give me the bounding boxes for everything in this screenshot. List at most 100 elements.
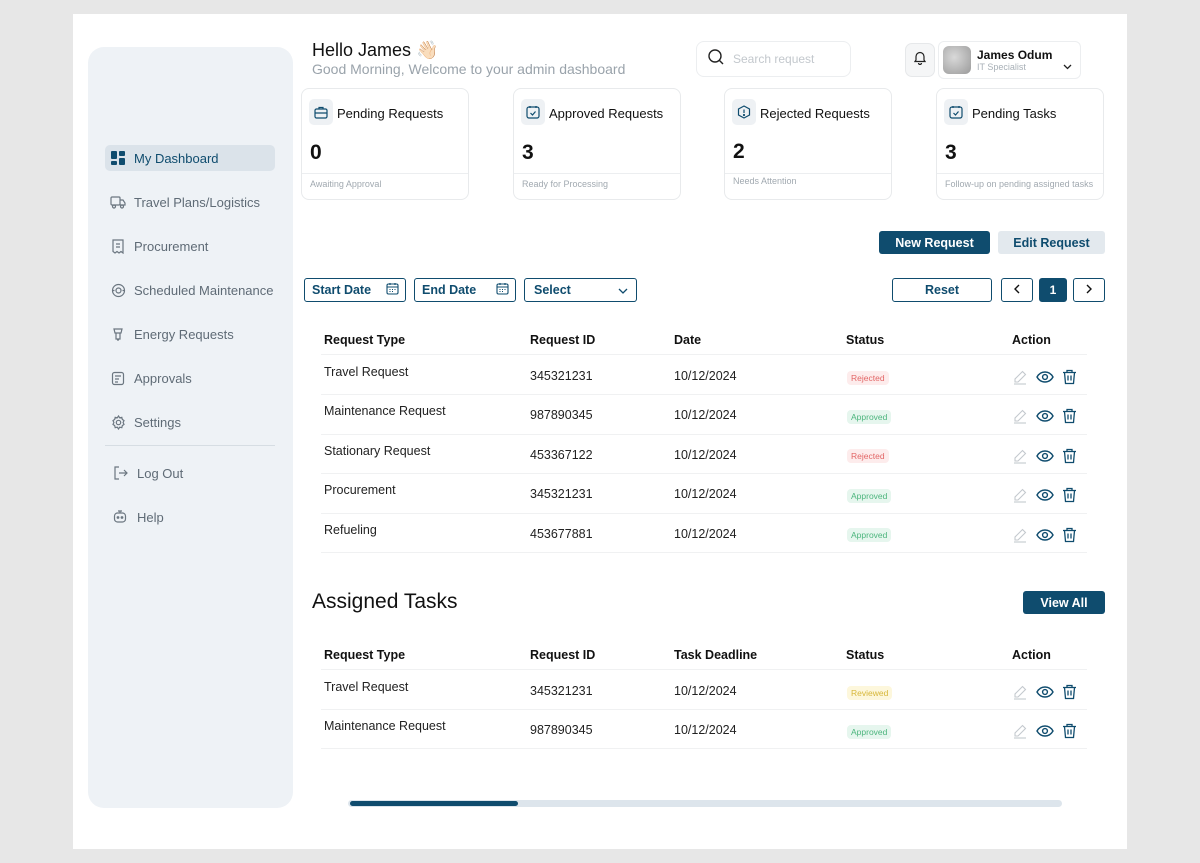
table-row: Travel Request 345321231 10/12/2024 Revi… <box>321 671 1087 710</box>
edit-request-button[interactable]: Edit Request <box>998 231 1105 254</box>
rejected-requests-card: Rejected Requests 2 Needs Attention <box>724 88 892 200</box>
card-note: Follow-up on pending assigned tasks <box>945 179 1094 189</box>
delete-icon[interactable] <box>1062 527 1077 543</box>
sidebar-item-scheduled-maintenance[interactable]: Scheduled Maintenance <box>105 277 275 303</box>
page-number-button[interactable]: 1 <box>1039 278 1067 302</box>
logout-icon <box>112 465 128 481</box>
receipt-icon <box>110 238 126 254</box>
delete-icon[interactable] <box>1062 684 1077 700</box>
sidebar-item-energy-requests[interactable]: Energy Requests <box>105 321 275 347</box>
request-type-cell: Stationary Request <box>324 444 431 458</box>
card-value: 3 <box>522 141 534 164</box>
calendar-check-icon <box>521 99 545 125</box>
view-all-button[interactable]: View All <box>1023 591 1105 614</box>
sidebar-item-procurement[interactable]: Procurement <box>105 233 275 259</box>
edit-icon[interactable] <box>1012 684 1028 700</box>
sidebar <box>88 47 293 808</box>
delete-icon[interactable] <box>1062 448 1077 464</box>
request-type-cell: Maintenance Request <box>324 404 446 418</box>
edit-icon[interactable] <box>1012 487 1028 503</box>
prev-page-button[interactable] <box>1001 278 1033 302</box>
sidebar-item-approvals[interactable]: Approvals <box>105 365 275 391</box>
card-title: Rejected Requests <box>760 106 870 121</box>
calendar-icon <box>496 282 509 298</box>
search-box[interactable] <box>696 41 851 77</box>
notification-button[interactable] <box>905 43 935 77</box>
delete-icon[interactable] <box>1062 408 1077 424</box>
deadline-cell: 10/12/2024 <box>674 723 737 737</box>
assigned-tasks-title: Assigned Tasks <box>312 590 458 613</box>
column-header-status: Status <box>846 333 885 347</box>
card-title: Approved Requests <box>549 106 664 121</box>
end-date-picker[interactable]: End Date <box>414 278 516 302</box>
bell-icon <box>913 50 927 70</box>
column-header-request-id: Request ID <box>530 333 596 347</box>
reset-button[interactable]: Reset <box>892 278 992 302</box>
start-date-picker[interactable]: Start Date <box>304 278 406 302</box>
sidebar-item-label: Help <box>137 509 164 525</box>
greeting: Hello James 👋🏻 <box>312 40 439 60</box>
date-cell: 10/12/2024 <box>674 527 737 541</box>
chevron-down-icon <box>618 283 628 297</box>
sidebar-item-travel-plans[interactable]: Travel Plans/Logistics <box>105 189 275 215</box>
pending-requests-card: Pending Requests 0 Awaiting Approval <box>301 88 469 200</box>
view-icon[interactable] <box>1036 686 1054 698</box>
approved-requests-card: Approved Requests 3 Ready for Processing <box>513 88 681 200</box>
status-badge: Reviewed <box>847 686 893 700</box>
edit-icon[interactable] <box>1012 527 1028 543</box>
edit-icon[interactable] <box>1012 369 1028 385</box>
delete-icon[interactable] <box>1062 369 1077 385</box>
column-header-action: Action <box>1012 333 1051 347</box>
scrollbar-thumb[interactable] <box>350 801 518 806</box>
edit-icon[interactable] <box>1012 448 1028 464</box>
card-note: Needs Attention <box>733 176 797 186</box>
date-cell: 10/12/2024 <box>674 448 737 462</box>
view-icon[interactable] <box>1036 450 1054 462</box>
view-icon[interactable] <box>1036 489 1054 501</box>
search-icon <box>707 48 725 71</box>
status-badge: Rejected <box>847 371 889 385</box>
calendar-check-icon <box>944 99 968 125</box>
sidebar-item-my-dashboard[interactable]: My Dashboard <box>105 145 275 171</box>
sidebar-item-label: Settings <box>134 414 181 430</box>
sidebar-item-label: My Dashboard <box>134 150 219 166</box>
search-input[interactable] <box>733 52 843 66</box>
date-cell: 10/12/2024 <box>674 408 737 422</box>
profile-name: James Odum <box>977 47 1053 62</box>
status-badge: Approved <box>847 489 892 503</box>
view-icon[interactable] <box>1036 410 1054 422</box>
select-dropdown[interactable]: Select <box>524 278 637 302</box>
request-type-cell: Procurement <box>324 483 396 497</box>
request-id-cell: 345321231 <box>530 487 593 501</box>
table-row: Procurement 345321231 10/12/2024 Approve… <box>321 475 1087 514</box>
delete-icon[interactable] <box>1062 723 1077 739</box>
status-badge: Rejected <box>847 449 889 463</box>
sidebar-item-label: Travel Plans/Logistics <box>134 194 260 210</box>
date-cell: 10/12/2024 <box>674 369 737 383</box>
energy-icon <box>110 326 126 342</box>
next-page-button[interactable] <box>1073 278 1105 302</box>
maintenance-icon <box>110 282 126 298</box>
view-icon[interactable] <box>1036 371 1054 383</box>
view-icon[interactable] <box>1036 725 1054 737</box>
sidebar-item-settings[interactable]: Settings <box>105 409 275 435</box>
request-type-cell: Travel Request <box>324 365 409 379</box>
status-badge: Approved <box>847 725 892 739</box>
dashboard-icon <box>110 150 126 166</box>
request-type-cell: Travel Request <box>324 680 409 694</box>
delete-icon[interactable] <box>1062 487 1077 503</box>
new-request-button[interactable]: New Request <box>879 231 990 254</box>
sidebar-item-label: Approvals <box>134 370 192 386</box>
sidebar-item-help[interactable]: Help <box>105 504 275 530</box>
table-row: Maintenance Request 987890345 10/12/2024… <box>321 710 1087 749</box>
request-type-cell: Maintenance Request <box>324 719 446 733</box>
edit-icon[interactable] <box>1012 723 1028 739</box>
edit-icon[interactable] <box>1012 408 1028 424</box>
profile-menu[interactable]: James Odum IT Specialist <box>938 41 1081 79</box>
view-icon[interactable] <box>1036 529 1054 541</box>
truck-icon <box>110 194 126 210</box>
sidebar-item-label: Log Out <box>137 465 184 481</box>
sidebar-item-logout[interactable]: Log Out <box>105 460 275 486</box>
card-title: Pending Requests <box>337 106 444 121</box>
horizontal-scrollbar[interactable] <box>348 800 1062 807</box>
